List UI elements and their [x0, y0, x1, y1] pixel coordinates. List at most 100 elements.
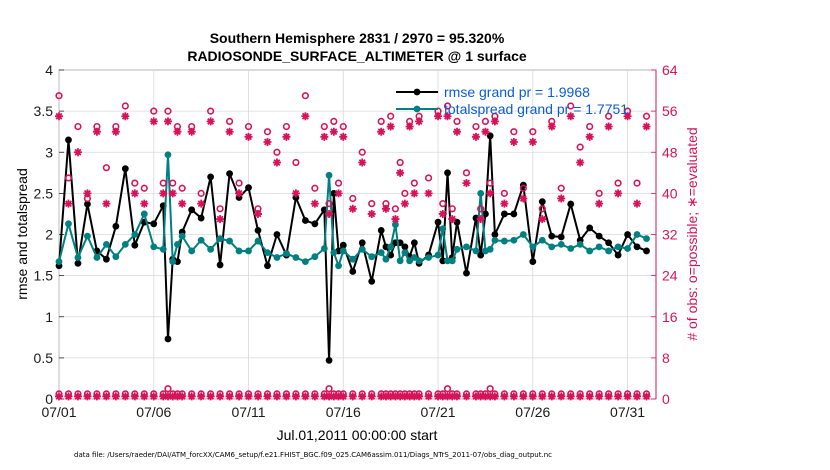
- marker-evaluated: [301, 112, 310, 121]
- marker-rejected: [92, 392, 101, 401]
- x-tick-label: 07/01: [41, 404, 76, 420]
- marker-possible: [410, 179, 418, 187]
- marker-rejected: [519, 392, 528, 401]
- data-point-totalspread: [349, 255, 357, 263]
- x-axis-label: Jul.01,2011 00:00:00 start: [277, 427, 438, 443]
- legend: rmse grand pr = 1.9968 totalspread grand…: [396, 84, 628, 117]
- marker-evaluated: [528, 137, 537, 146]
- data-point-rmse: [65, 136, 72, 144]
- marker-rejected: [263, 392, 272, 401]
- data-point-rmse: [164, 335, 172, 343]
- marker-rejected: [415, 392, 424, 401]
- y-left-tick-label: 3: [45, 144, 53, 160]
- data-point-totalspread: [633, 231, 641, 238]
- data-point-totalspread: [226, 237, 233, 245]
- data-point-totalspread: [254, 237, 262, 245]
- marker-evaluated: [310, 199, 319, 208]
- marker-evaluated: [159, 189, 168, 198]
- marker-evaluated: [178, 199, 187, 208]
- data-point-rmse: [453, 218, 461, 226]
- data-point-totalspread: [444, 257, 451, 265]
- data-point-rmse: [538, 198, 546, 206]
- y-right-tick-label: 56: [662, 103, 678, 119]
- legend-label-totalspread: totalspread grand pr = 1.7751: [444, 101, 628, 117]
- data-point-totalspread: [112, 253, 120, 261]
- marker-possible: [320, 122, 328, 131]
- data-point-rmse: [595, 232, 603, 240]
- marker-rejected: [334, 392, 343, 401]
- legend-marker-totalspread: [413, 105, 421, 113]
- data-point-totalspread: [164, 151, 172, 159]
- marker-evaluated: [462, 179, 471, 188]
- marker-evaluated: [519, 194, 528, 203]
- data-point-totalspread: [538, 236, 546, 244]
- data-point-totalspread: [406, 257, 414, 265]
- marker-possible: [244, 122, 253, 131]
- marker-evaluated: [585, 132, 594, 141]
- data-point-totalspread: [415, 257, 423, 265]
- marker-possible: [131, 179, 139, 187]
- marker-evaluated: [358, 158, 367, 167]
- data-point-rmse: [410, 239, 418, 247]
- marker-possible: [401, 189, 409, 197]
- data-point-totalspread: [197, 236, 205, 244]
- marker-possible: [538, 205, 546, 213]
- series-rejected: [55, 392, 651, 401]
- data-point-totalspread: [301, 258, 309, 266]
- data-point-totalspread: [140, 210, 148, 218]
- data-point-totalspread: [643, 235, 650, 243]
- data-point-rmse: [150, 220, 158, 228]
- x-axis: 07/01 07/06 07/11 07/16 07/21 07/26 07/31: [41, 394, 645, 420]
- marker-rejected: [604, 392, 613, 401]
- data-point-totalspread: [358, 245, 366, 253]
- marker-evaluated: [633, 199, 642, 208]
- marker-evaluated: [173, 127, 182, 136]
- data-point-rmse: [112, 222, 120, 230]
- marker-rejected: [244, 392, 253, 401]
- data-point-rmse: [330, 189, 338, 197]
- marker-possible: [500, 189, 508, 197]
- data-point-totalspread: [264, 249, 271, 256]
- footer-data-file: data file: /Users/raeder/DAI/ATM_forcXX/…: [74, 451, 552, 459]
- marker-evaluated: [121, 112, 130, 121]
- marker-evaluated: [471, 132, 480, 141]
- marker-evaluated: [187, 127, 196, 136]
- data-point-rmse: [368, 277, 376, 285]
- marker-rejected: [462, 392, 471, 401]
- marker-possible: [178, 184, 186, 192]
- y-right-tick-label: 24: [662, 268, 678, 284]
- data-point-rmse: [586, 224, 594, 232]
- data-point-rmse: [548, 232, 556, 240]
- data-point-rmse: [477, 251, 485, 259]
- data-point-rmse: [121, 165, 129, 173]
- data-point-rmse: [557, 233, 565, 241]
- marker-possible: [358, 148, 366, 156]
- marker-rejected: [386, 392, 395, 401]
- marker-evaluated: [325, 209, 334, 218]
- y-right-tick-label: 0: [662, 391, 670, 407]
- y-left-tick-label: 0.5: [34, 350, 54, 366]
- y-right-tick-label: 8: [662, 350, 670, 366]
- marker-rejected: [614, 392, 623, 401]
- data-point-totalspread: [463, 243, 470, 251]
- marker-rejected: [149, 392, 158, 401]
- marker-rejected: [320, 392, 329, 401]
- marker-rejected: [83, 392, 92, 401]
- marker-rejected: [424, 392, 433, 401]
- x-tick-label: 07/26: [515, 404, 550, 420]
- data-point-totalspread: [131, 231, 139, 238]
- marker-rejected: [453, 392, 461, 401]
- marker-evaluated: [490, 117, 499, 126]
- marker-evaluated: [272, 158, 281, 167]
- data-point-rmse: [567, 200, 575, 208]
- marker-possible: [330, 117, 338, 126]
- data-point-totalspread: [567, 245, 575, 252]
- data-point-totalspread: [102, 240, 110, 248]
- marker-rejected: [405, 392, 414, 401]
- data-point-totalspread: [84, 232, 91, 240]
- x-tick-label: 07/11: [232, 404, 266, 420]
- y-left-tick-label: 1: [45, 309, 53, 325]
- marker-rejected: [178, 392, 187, 401]
- marker-rejected: [163, 392, 172, 401]
- data-point-rmse: [264, 262, 271, 270]
